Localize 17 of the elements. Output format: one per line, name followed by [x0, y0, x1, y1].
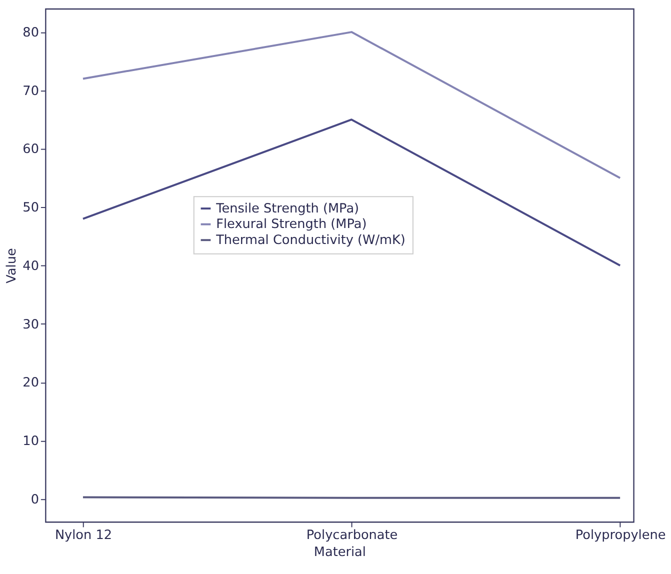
y-axis-title: Value [4, 248, 20, 284]
legend-label: Flexural Strength (MPa) [216, 217, 367, 232]
legend-label: Tensile Strength (MPa) [215, 201, 360, 216]
x-tick-label: Nylon 12 [54, 528, 112, 544]
x-tick-label: Polypropylene [575, 528, 666, 544]
y-tick-label: 50 [22, 200, 39, 216]
y-tick-label: 20 [22, 376, 39, 391]
y-tick-label: 40 [22, 258, 39, 274]
x-axis-title: Material [314, 544, 366, 560]
legend-label: Thermal Conductivity (W/mK) [215, 233, 406, 248]
y-tick-label: 80 [22, 25, 39, 40]
y-tick-label: 30 [22, 317, 39, 332]
y-tick-label: 60 [22, 142, 39, 158]
y-tick-label: 0 [30, 492, 39, 508]
y-tick-label: 10 [22, 434, 39, 450]
y-tick-label: 70 [22, 84, 39, 99]
x-tick-label: Polycarbonate [306, 528, 398, 544]
